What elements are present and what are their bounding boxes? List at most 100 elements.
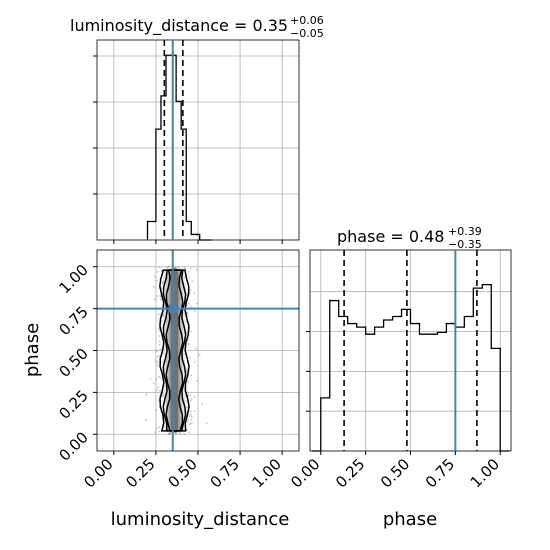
joint-point	[186, 391, 189, 394]
joint-point	[174, 266, 177, 269]
joint-truth-marker	[168, 304, 177, 313]
joint-point	[161, 281, 164, 284]
joint-point	[186, 312, 189, 314]
hist2-title-sub: −0.35	[448, 238, 482, 251]
joint-point	[156, 364, 159, 367]
joint-point	[193, 292, 196, 294]
joint-point	[198, 353, 201, 356]
joint-point	[195, 302, 198, 305]
joint-point	[158, 426, 161, 429]
joint-xtick-label-3: 0.75	[207, 455, 243, 491]
hist2-xtick-label-3: 0.75	[422, 455, 458, 491]
joint-point	[161, 315, 164, 318]
joint-point	[158, 329, 161, 332]
joint-ytick-label-4: 1.00	[55, 261, 91, 297]
joint-point	[168, 433, 171, 436]
joint-point	[185, 320, 187, 323]
joint-point	[189, 305, 192, 308]
joint-point	[187, 419, 190, 421]
joint-point	[193, 410, 196, 413]
joint-point	[153, 286, 155, 288]
joint-point	[191, 280, 194, 283]
hist1-title-sub: −0.05	[290, 27, 324, 40]
joint-point	[185, 311, 188, 313]
joint-point	[159, 298, 162, 301]
hist1-grid	[97, 40, 299, 240]
joint-point	[190, 422, 193, 425]
joint-point	[187, 270, 190, 273]
hist2-xtick-label-4: 1.00	[467, 455, 503, 491]
joint-point	[158, 344, 161, 346]
joint-point	[144, 419, 147, 422]
joint-point	[156, 361, 159, 364]
joint-point	[189, 356, 192, 359]
panel-phase-hist: 0.00 0.25 0.50 0.75 1.00 phase = 0.48 +0.39 …	[287, 225, 512, 530]
joint-point	[161, 282, 164, 284]
joint-point	[153, 298, 156, 301]
joint-point	[195, 269, 198, 271]
joint-point	[183, 432, 186, 435]
joint-point	[158, 340, 161, 343]
hist2-xlabel: phase	[383, 509, 437, 530]
joint-point	[159, 390, 161, 393]
joint-point	[187, 343, 190, 345]
joint-point	[157, 399, 160, 402]
joint-point	[179, 432, 182, 435]
joint-point	[160, 269, 163, 272]
joint-point	[177, 266, 180, 269]
hist2-title-main: phase = 0.48	[337, 227, 444, 246]
joint-xtick-label-0: 0.00	[80, 455, 116, 491]
joint-point	[155, 279, 158, 282]
joint-contour-2	[165, 269, 184, 432]
joint-point	[153, 382, 155, 385]
joint-contours	[159, 269, 190, 432]
joint-ytick-label-0: 0.00	[55, 428, 91, 464]
joint-point	[161, 395, 164, 397]
hist1-ticks	[93, 55, 283, 244]
joint-point	[194, 310, 196, 313]
joint-xtick-label-4: 1.00	[249, 455, 285, 491]
joint-point	[189, 399, 192, 402]
joint-point	[154, 275, 156, 278]
hist2-step	[311, 283, 510, 452]
joint-point	[155, 359, 158, 362]
joint-point	[183, 267, 186, 269]
joint-point	[175, 432, 177, 435]
joint-point	[188, 276, 191, 279]
joint-point	[186, 326, 189, 329]
joint-point	[159, 294, 162, 297]
joint-point	[190, 418, 193, 421]
joint-point	[190, 398, 193, 401]
hist2-title: phase = 0.48	[337, 227, 444, 246]
joint-point	[159, 314, 162, 316]
panel-luminosity-distance-hist: luminosity_distance = 0.35 +0.06 −0.05	[70, 14, 324, 244]
joint-grid	[97, 250, 299, 451]
joint-point	[196, 379, 198, 382]
joint-point	[157, 355, 159, 358]
joint-point	[184, 267, 187, 270]
joint-point	[193, 361, 196, 364]
joint-point	[157, 386, 160, 389]
joint-ytick-label-1: 0.25	[55, 386, 91, 422]
joint-point	[161, 320, 164, 323]
joint-point	[190, 415, 193, 418]
joint-xtick-label-1: 0.25	[122, 455, 158, 491]
joint-point	[149, 377, 152, 380]
joint-point	[205, 422, 208, 425]
joint-point	[189, 422, 191, 425]
joint-xlabel: luminosity_distance	[111, 509, 290, 530]
joint-point	[189, 289, 192, 292]
hist2-xtick-label-2: 0.50	[377, 455, 413, 491]
joint-point	[194, 347, 197, 350]
joint-point	[187, 380, 190, 383]
joint-point	[155, 427, 158, 430]
joint-point	[174, 266, 177, 269]
joint-point	[156, 270, 159, 273]
joint-contour-1	[162, 269, 187, 432]
joint-point	[156, 295, 159, 297]
joint-xtick-label-2: 0.50	[164, 455, 200, 491]
joint-point	[167, 432, 170, 435]
joint-point	[189, 393, 191, 396]
joint-point	[168, 432, 171, 435]
